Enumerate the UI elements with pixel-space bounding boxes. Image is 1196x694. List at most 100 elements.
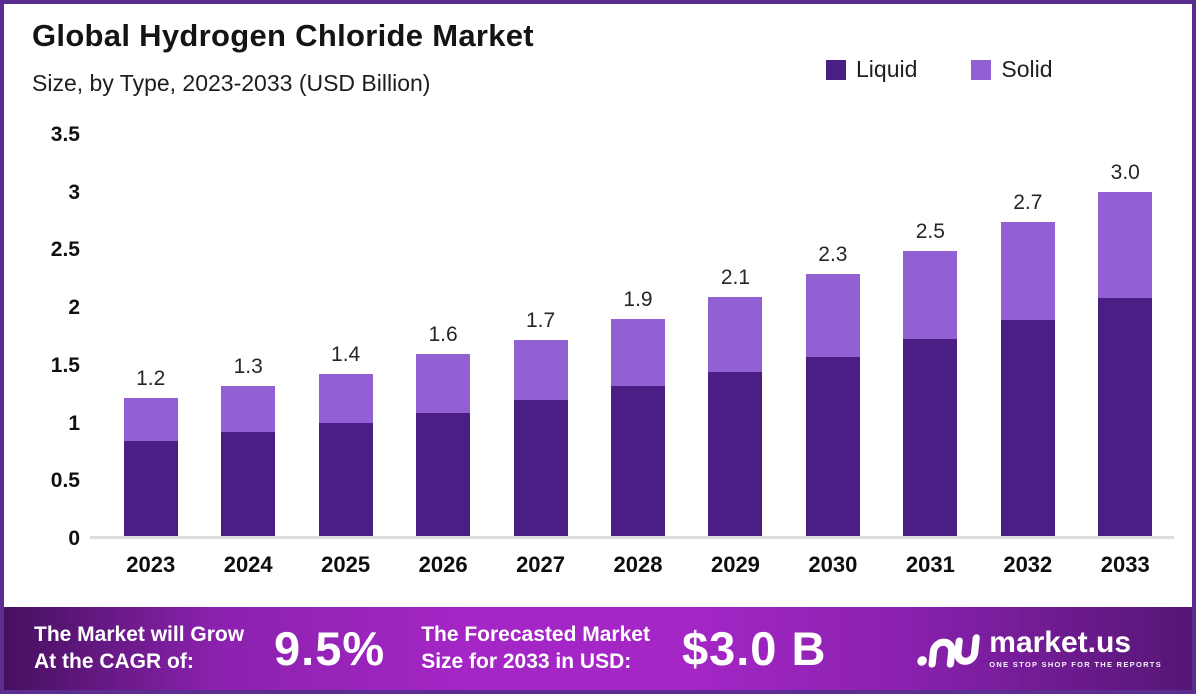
bar-total-label: 1.4 <box>331 343 361 367</box>
x-axis-label: 2028 <box>613 552 663 577</box>
bar-segment-liquid <box>805 357 860 536</box>
stacked-bar <box>416 353 471 536</box>
bar-segment-liquid <box>1000 320 1055 536</box>
page-title: Global Hydrogen Chloride Market <box>32 18 534 53</box>
market-us-logo-icon <box>917 633 981 668</box>
bar-group-2024: 1.3 2024 <box>199 135 296 577</box>
footer-banner: The Market will Grow At the CAGR of: 9.5… <box>4 607 1192 690</box>
chart: 3.5 3 2.5 2 1.5 1 0.5 0 1.2 2023 1.3 2024 1.4 2025 1.… <box>34 114 1176 614</box>
bar-segment-liquid <box>708 372 763 536</box>
bar-group-2026: 1.6 2026 <box>394 135 491 577</box>
y-axis-tick-label: 2 <box>68 296 80 320</box>
stacked-bar <box>1098 192 1153 536</box>
legend-label: Solid <box>1001 56 1053 82</box>
bar-group-2033: 3.0 2033 <box>1077 135 1174 577</box>
x-axis-label: 2024 <box>223 552 273 577</box>
bar-group-2031: 2.5 2031 <box>882 135 979 577</box>
brand: market.us ONE STOP SHOP FOR THE REPORTS <box>917 625 1162 673</box>
bar-total-label: 2.3 <box>818 243 848 266</box>
forecast-value: $3.0 B <box>681 622 827 675</box>
bar-segment-solid <box>221 385 276 433</box>
stacked-bar <box>221 385 276 536</box>
bar-segment-solid <box>805 274 860 358</box>
forecast-label-line2: Size for 2033 in USD: <box>421 649 632 673</box>
legend-swatch-liquid <box>826 59 846 80</box>
bar-group-2030: 2.3 2030 <box>784 135 881 577</box>
bar-segment-liquid <box>610 385 665 536</box>
legend-swatch-solid <box>971 59 992 80</box>
bar-total-label: 3.0 <box>1110 161 1140 185</box>
bar-segment-liquid <box>1098 298 1153 536</box>
stacked-bar <box>610 319 665 536</box>
y-axis-tick-label: 0.5 <box>50 469 80 493</box>
x-axis-label: 2031 <box>905 552 955 577</box>
bar-segment-liquid <box>221 432 276 536</box>
bar-total-label: 1.3 <box>233 354 263 378</box>
y-axis-tick-label: 2.5 <box>50 238 80 262</box>
x-axis-label: 2029 <box>710 552 760 577</box>
y-axis-tick-label: 0 <box>68 527 80 550</box>
legend-label: Liquid <box>856 56 918 82</box>
bar-segment-liquid <box>903 338 958 536</box>
bar-segment-solid <box>123 397 178 442</box>
bar-total-label: 1.9 <box>623 288 653 312</box>
x-axis-label: 2025 <box>321 552 371 577</box>
stacked-bar <box>318 374 373 536</box>
bar-segment-solid <box>708 297 763 373</box>
stacked-bar <box>1000 222 1055 536</box>
cagr-label-line1: The Market will Grow <box>34 623 245 647</box>
bar-segment-solid <box>513 339 568 400</box>
forecast-label-line1: The Forecasted Market <box>421 623 650 647</box>
bar-segment-liquid <box>513 399 568 536</box>
legend-item-solid: Solid <box>971 56 1053 83</box>
stacked-bar <box>513 339 568 536</box>
bar-group-2025: 1.4 2025 <box>297 135 394 577</box>
stacked-bar <box>708 297 763 536</box>
bar-total-label: 1.2 <box>136 366 166 390</box>
bar-segment-liquid <box>318 422 373 536</box>
bar-segment-solid <box>318 374 373 423</box>
bar-segment-solid <box>610 319 665 386</box>
bar-group-2023: 1.2 2023 <box>102 135 199 577</box>
y-axis-tick-label: 3 <box>68 180 80 204</box>
x-axis-label: 2023 <box>126 552 176 577</box>
bar-segment-solid <box>1000 222 1055 321</box>
y-axis-tick-label: 3.5 <box>50 123 80 146</box>
bar-group-2029: 2.1 2029 <box>687 135 784 577</box>
brand-text: market.us ONE STOP SHOP FOR THE REPORTS <box>989 628 1162 669</box>
bar-group-2032: 2.7 2032 <box>979 135 1076 577</box>
plot-area: 1.2 2023 1.3 2024 1.4 2025 1.6 2026 1.7 2027 1.9 20… <box>90 135 1174 577</box>
forecast-label: The Forecasted Market Size for 2033 in U… <box>421 622 650 675</box>
bar-group-2028: 1.9 2028 <box>589 135 686 577</box>
stacked-bar <box>805 274 860 536</box>
y-axis-tick-label: 1 <box>68 411 80 435</box>
x-axis-label: 2027 <box>516 552 566 577</box>
bar-segment-solid <box>903 250 958 339</box>
bar-segment-liquid <box>123 441 178 536</box>
x-axis-label: 2033 <box>1100 552 1150 577</box>
y-axis: 3.5 3 2.5 2 1.5 1 0.5 0 <box>34 114 80 614</box>
legend-item-liquid: Liquid <box>826 56 917 83</box>
cagr-label-line2: At the CAGR of: <box>34 649 194 673</box>
bar-total-label: 1.6 <box>428 322 458 346</box>
bar-segment-solid <box>416 353 471 413</box>
brand-name: market.us <box>989 626 1132 660</box>
bar-total-label: 1.7 <box>525 308 556 332</box>
chart-legend: Liquid Solid <box>826 56 1053 83</box>
page-subtitle: Size, by Type, 2023-2033 (USD Billion) <box>32 70 431 96</box>
bar-total-label: 2.5 <box>915 219 945 243</box>
bar-segment-solid <box>1098 192 1153 299</box>
stacked-bar <box>123 397 178 536</box>
cagr-label: The Market will Grow At the CAGR of: <box>34 622 244 675</box>
bar-total-label: 2.7 <box>1013 191 1043 215</box>
x-axis-label: 2030 <box>808 552 858 577</box>
bar-total-label: 2.1 <box>720 266 751 290</box>
x-axis-label: 2026 <box>418 552 468 577</box>
x-axis-label: 2032 <box>1003 552 1053 577</box>
y-axis-tick-label: 1.5 <box>50 353 80 377</box>
stacked-bar <box>903 250 958 536</box>
bar-group-2027: 1.7 2027 <box>492 135 589 577</box>
cagr-value: 9.5% <box>274 622 386 675</box>
bar-segment-liquid <box>416 412 471 536</box>
